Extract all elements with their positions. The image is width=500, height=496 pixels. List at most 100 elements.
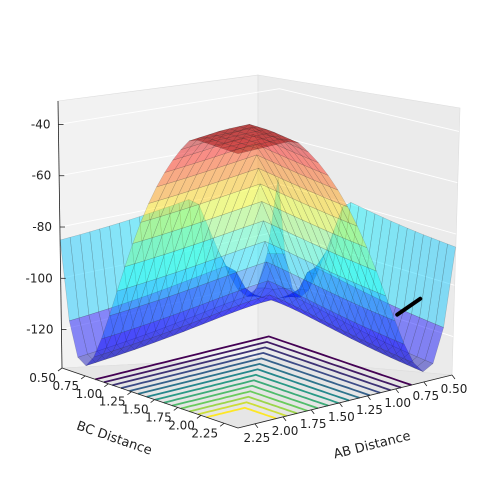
surface-patch xyxy=(214,304,233,317)
surface-patch xyxy=(216,251,236,280)
surface-patch xyxy=(241,141,261,147)
surface-patch xyxy=(331,200,350,224)
surface-patch xyxy=(295,161,315,181)
surface-patch xyxy=(293,215,313,244)
ab-tick-label: 1.00 xyxy=(384,396,411,410)
surface-patch xyxy=(339,315,359,339)
surface-patch xyxy=(341,329,360,343)
surface-patch xyxy=(173,323,192,336)
surface-patch xyxy=(225,265,244,302)
z-tick-label: -40 xyxy=(31,117,51,131)
surface-patch xyxy=(238,154,258,176)
bc-axis-label: BC Distance xyxy=(74,419,153,459)
surface-patch xyxy=(241,124,260,131)
surface-patch xyxy=(194,147,214,164)
surface-patch xyxy=(257,261,277,285)
surface-patch xyxy=(300,148,319,163)
surface-patch xyxy=(200,297,220,320)
surface-patch xyxy=(154,231,173,258)
ab-tick-mark xyxy=(339,402,343,408)
ab-tick-label: 2.25 xyxy=(244,431,271,445)
surface-patch xyxy=(311,242,330,272)
surface-patch xyxy=(218,271,238,299)
surface-patch xyxy=(231,186,251,212)
surface-patch xyxy=(251,183,271,206)
surface-patch xyxy=(336,283,356,323)
bc-tick-label: 1.50 xyxy=(122,403,149,417)
surface-patch xyxy=(316,208,335,235)
surface-patch xyxy=(158,180,177,201)
surface-patch xyxy=(427,240,448,325)
floor-contours xyxy=(95,335,412,420)
surface-patch xyxy=(267,280,287,303)
surface-patch xyxy=(146,254,165,283)
surface-patch xyxy=(252,134,272,152)
surface-patch xyxy=(282,178,302,203)
contour-line xyxy=(154,373,339,404)
ab-axis-label: AB Distance xyxy=(332,429,412,463)
surface-patch xyxy=(236,128,257,135)
surface-patch xyxy=(189,282,208,310)
surface-patch xyxy=(174,319,194,332)
bc-tick-label: 0.50 xyxy=(29,371,56,385)
surface-patch xyxy=(214,140,234,158)
surface-patch xyxy=(253,200,272,225)
contour-line xyxy=(112,346,391,392)
surface-patch xyxy=(139,213,158,296)
surface-patch xyxy=(280,138,299,144)
surface-patch xyxy=(278,154,298,174)
surface-patch xyxy=(295,235,314,265)
surface-patch xyxy=(116,263,136,292)
surface-patch xyxy=(324,212,344,239)
surface-patch xyxy=(303,164,323,184)
surface-patch xyxy=(195,237,215,266)
surface-patch xyxy=(108,305,127,345)
surface-patch xyxy=(59,237,80,322)
surface-patch xyxy=(414,359,434,372)
surface-patch xyxy=(269,204,289,233)
surface-patch xyxy=(79,231,99,316)
surface-patch xyxy=(112,329,132,352)
surface-patch xyxy=(331,311,351,335)
surface-patch xyxy=(201,196,221,223)
z-tick-label: -80 xyxy=(32,220,52,234)
surface-patch xyxy=(318,226,337,255)
ab-axis-line xyxy=(237,374,453,429)
surface-patch xyxy=(104,347,124,360)
surface-patch xyxy=(285,148,304,166)
ab-tick-mark xyxy=(423,381,428,387)
surface-patch xyxy=(384,306,404,347)
surface-patch xyxy=(360,295,380,335)
surface-patch xyxy=(202,311,221,325)
surface-patch xyxy=(256,253,276,289)
surface-patch xyxy=(285,301,304,315)
bc-tick-mark xyxy=(173,407,179,411)
surface-patch xyxy=(332,215,352,242)
surface-patch xyxy=(150,197,169,220)
surface-patch xyxy=(160,194,179,217)
surface-patch xyxy=(233,204,253,232)
surface-patch xyxy=(337,274,356,305)
surface-patch xyxy=(323,206,343,276)
surface-patch xyxy=(259,130,278,146)
surface-patch xyxy=(261,294,280,304)
surface-patch xyxy=(172,146,192,161)
surface-patch xyxy=(198,134,218,139)
ab-tick-mark xyxy=(310,409,315,415)
surface-patch xyxy=(188,137,208,142)
surface-patch xyxy=(78,314,98,355)
surface-patch xyxy=(124,240,144,268)
surface-patch xyxy=(196,272,215,313)
contour-line xyxy=(120,351,381,394)
surface-patch xyxy=(227,270,246,290)
surface-patch xyxy=(264,253,284,290)
contour-line xyxy=(95,335,412,386)
surface-patch xyxy=(288,169,308,191)
contour-line xyxy=(146,368,350,402)
surface-patch xyxy=(277,208,297,237)
surface-patch xyxy=(272,161,292,184)
z-gridline xyxy=(59,183,457,235)
surface-patch xyxy=(129,216,148,300)
surface-patch xyxy=(243,294,262,306)
